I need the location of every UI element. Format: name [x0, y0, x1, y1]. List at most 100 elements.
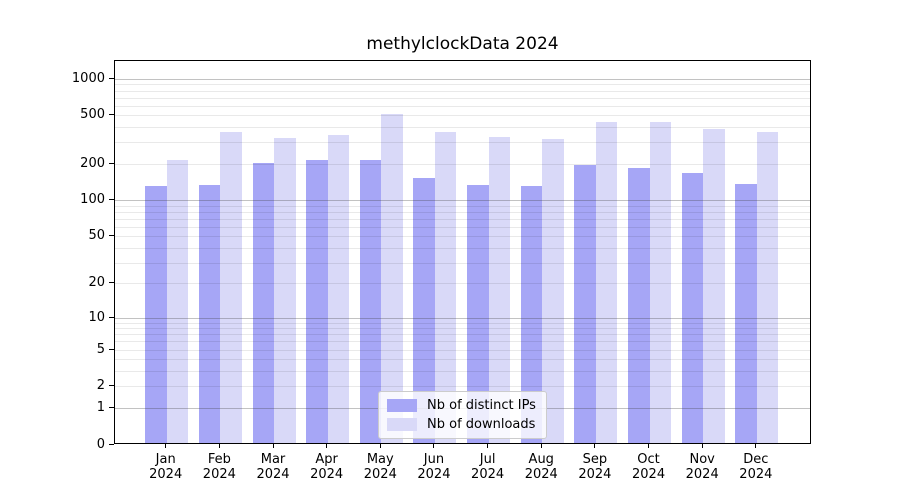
y-axis-tick	[109, 235, 114, 237]
x-axis-tick	[379, 444, 381, 448]
x-axis-tick-label: Jul 2024	[456, 452, 520, 482]
bar-downloads-oct	[649, 121, 672, 443]
bar-distinct-ips-jul	[467, 184, 489, 443]
bar-downloads-nov	[703, 128, 725, 443]
gridline-minor	[115, 163, 810, 165]
x-axis-tick-label: Nov 2024	[670, 452, 734, 482]
x-axis-tick	[272, 444, 274, 448]
x-axis-tick-label: Sep 2024	[563, 452, 627, 482]
bar-downloads-jan	[166, 159, 189, 443]
x-axis-tick	[433, 444, 435, 448]
legend-entry-distinct-ips: Nb of distinct IPs	[387, 397, 536, 414]
y-axis-tick	[109, 282, 114, 284]
y-axis-tick-label: 5	[96, 341, 105, 357]
gridline-minor	[115, 115, 810, 117]
legend: Nb of distinct IPs Nb of downloads	[378, 391, 547, 439]
bar-downloads-aug	[542, 138, 564, 443]
gridline-minor	[115, 127, 810, 129]
gridline-minor	[115, 105, 810, 107]
y-axis-tick-label: 200	[80, 155, 105, 171]
y-axis-tick-label: 100	[80, 192, 105, 208]
y-axis-tick-label: 50	[88, 228, 105, 244]
gridline-minor	[115, 371, 810, 373]
gridline-minor	[115, 247, 810, 249]
gridline-minor	[115, 349, 810, 351]
gridline-minor	[115, 236, 810, 238]
y-axis-tick	[109, 199, 114, 201]
x-axis-tick	[594, 444, 596, 448]
gridline-minor	[115, 84, 810, 86]
legend-label-distinct-ips: Nb of distinct IPs	[427, 398, 536, 413]
bar-distinct-ips-may	[359, 160, 382, 443]
y-axis-tick-label: 500	[80, 107, 105, 123]
legend-label-downloads: Nb of downloads	[427, 417, 536, 432]
y-axis-tick-label: 1000	[71, 70, 105, 86]
bar-downloads-sep	[595, 121, 618, 443]
x-axis-tick-label: Jan 2024	[134, 452, 198, 482]
month-label: Aug	[528, 452, 554, 467]
month-label: Jul	[479, 452, 496, 467]
month-label: Jan	[155, 452, 176, 467]
bar-distinct-ips-feb	[198, 184, 221, 443]
month-label: Apr	[315, 452, 338, 467]
year-label: 2024	[149, 467, 183, 482]
x-axis-tick-label: Dec 2024	[724, 452, 788, 482]
year-label: 2024	[202, 467, 236, 482]
bar-distinct-ips-sep	[574, 164, 596, 443]
bar-distinct-ips-dec	[735, 184, 757, 443]
gridline-minor	[115, 218, 810, 220]
bar-downloads-feb	[220, 131, 242, 443]
year-label: 2024	[310, 467, 344, 482]
y-axis-tick-label: 0	[96, 436, 105, 452]
gridline-minor	[115, 97, 810, 99]
bar-distinct-ips-apr	[306, 159, 328, 443]
month-label: Jun	[423, 452, 445, 467]
x-axis-tick-label: Oct 2024	[617, 452, 681, 482]
year-label: 2024	[739, 467, 773, 482]
bar-distinct-ips-jun	[413, 178, 435, 443]
x-axis-tick	[218, 444, 220, 448]
x-axis-tick	[540, 444, 542, 448]
year-label: 2024	[685, 467, 719, 482]
gridline-minor	[115, 205, 810, 207]
gridline-minor	[115, 90, 810, 92]
gridline-minor	[115, 226, 810, 228]
gridline-minor	[115, 262, 810, 264]
gridline-minor	[115, 142, 810, 144]
bar-downloads-mar	[274, 137, 296, 443]
bar-distinct-ips-nov	[681, 173, 704, 443]
gridline-minor	[115, 283, 810, 285]
legend-swatch-distinct-ips	[387, 399, 417, 412]
y-axis-tick	[109, 443, 114, 445]
bar-downloads-jul	[488, 137, 511, 443]
year-label: 2024	[632, 467, 666, 482]
gridline-minor	[115, 386, 810, 388]
y-axis-tick	[109, 385, 114, 387]
year-label: 2024	[578, 467, 612, 482]
x-axis-tick	[648, 444, 650, 448]
month-label: Oct	[637, 452, 660, 467]
x-axis-tick	[487, 444, 489, 448]
x-axis-tick	[165, 444, 167, 448]
bar-distinct-ips-mar	[252, 162, 274, 443]
x-axis-tick-label: Apr 2024	[295, 452, 359, 482]
month-label: Feb	[207, 452, 231, 467]
bar-downloads-dec	[756, 132, 779, 443]
month-label: Mar	[260, 452, 286, 467]
month-label: Nov	[689, 452, 715, 467]
year-label: 2024	[256, 467, 290, 482]
gridline-major	[115, 317, 810, 319]
x-axis-tick-label: Feb 2024	[187, 452, 251, 482]
bar-downloads-may	[381, 113, 403, 443]
year-label: 2024	[417, 467, 451, 482]
bar-distinct-ips-oct	[628, 168, 650, 443]
year-label: 2024	[363, 467, 397, 482]
y-axis-tick	[109, 348, 114, 350]
y-axis-tick	[109, 162, 114, 164]
month-label: Sep	[582, 452, 608, 467]
year-label: 2024	[524, 467, 558, 482]
x-axis-tick-label: May 2024	[348, 452, 412, 482]
y-axis-tick-label: 1	[96, 399, 105, 415]
legend-swatch-downloads	[387, 418, 417, 431]
